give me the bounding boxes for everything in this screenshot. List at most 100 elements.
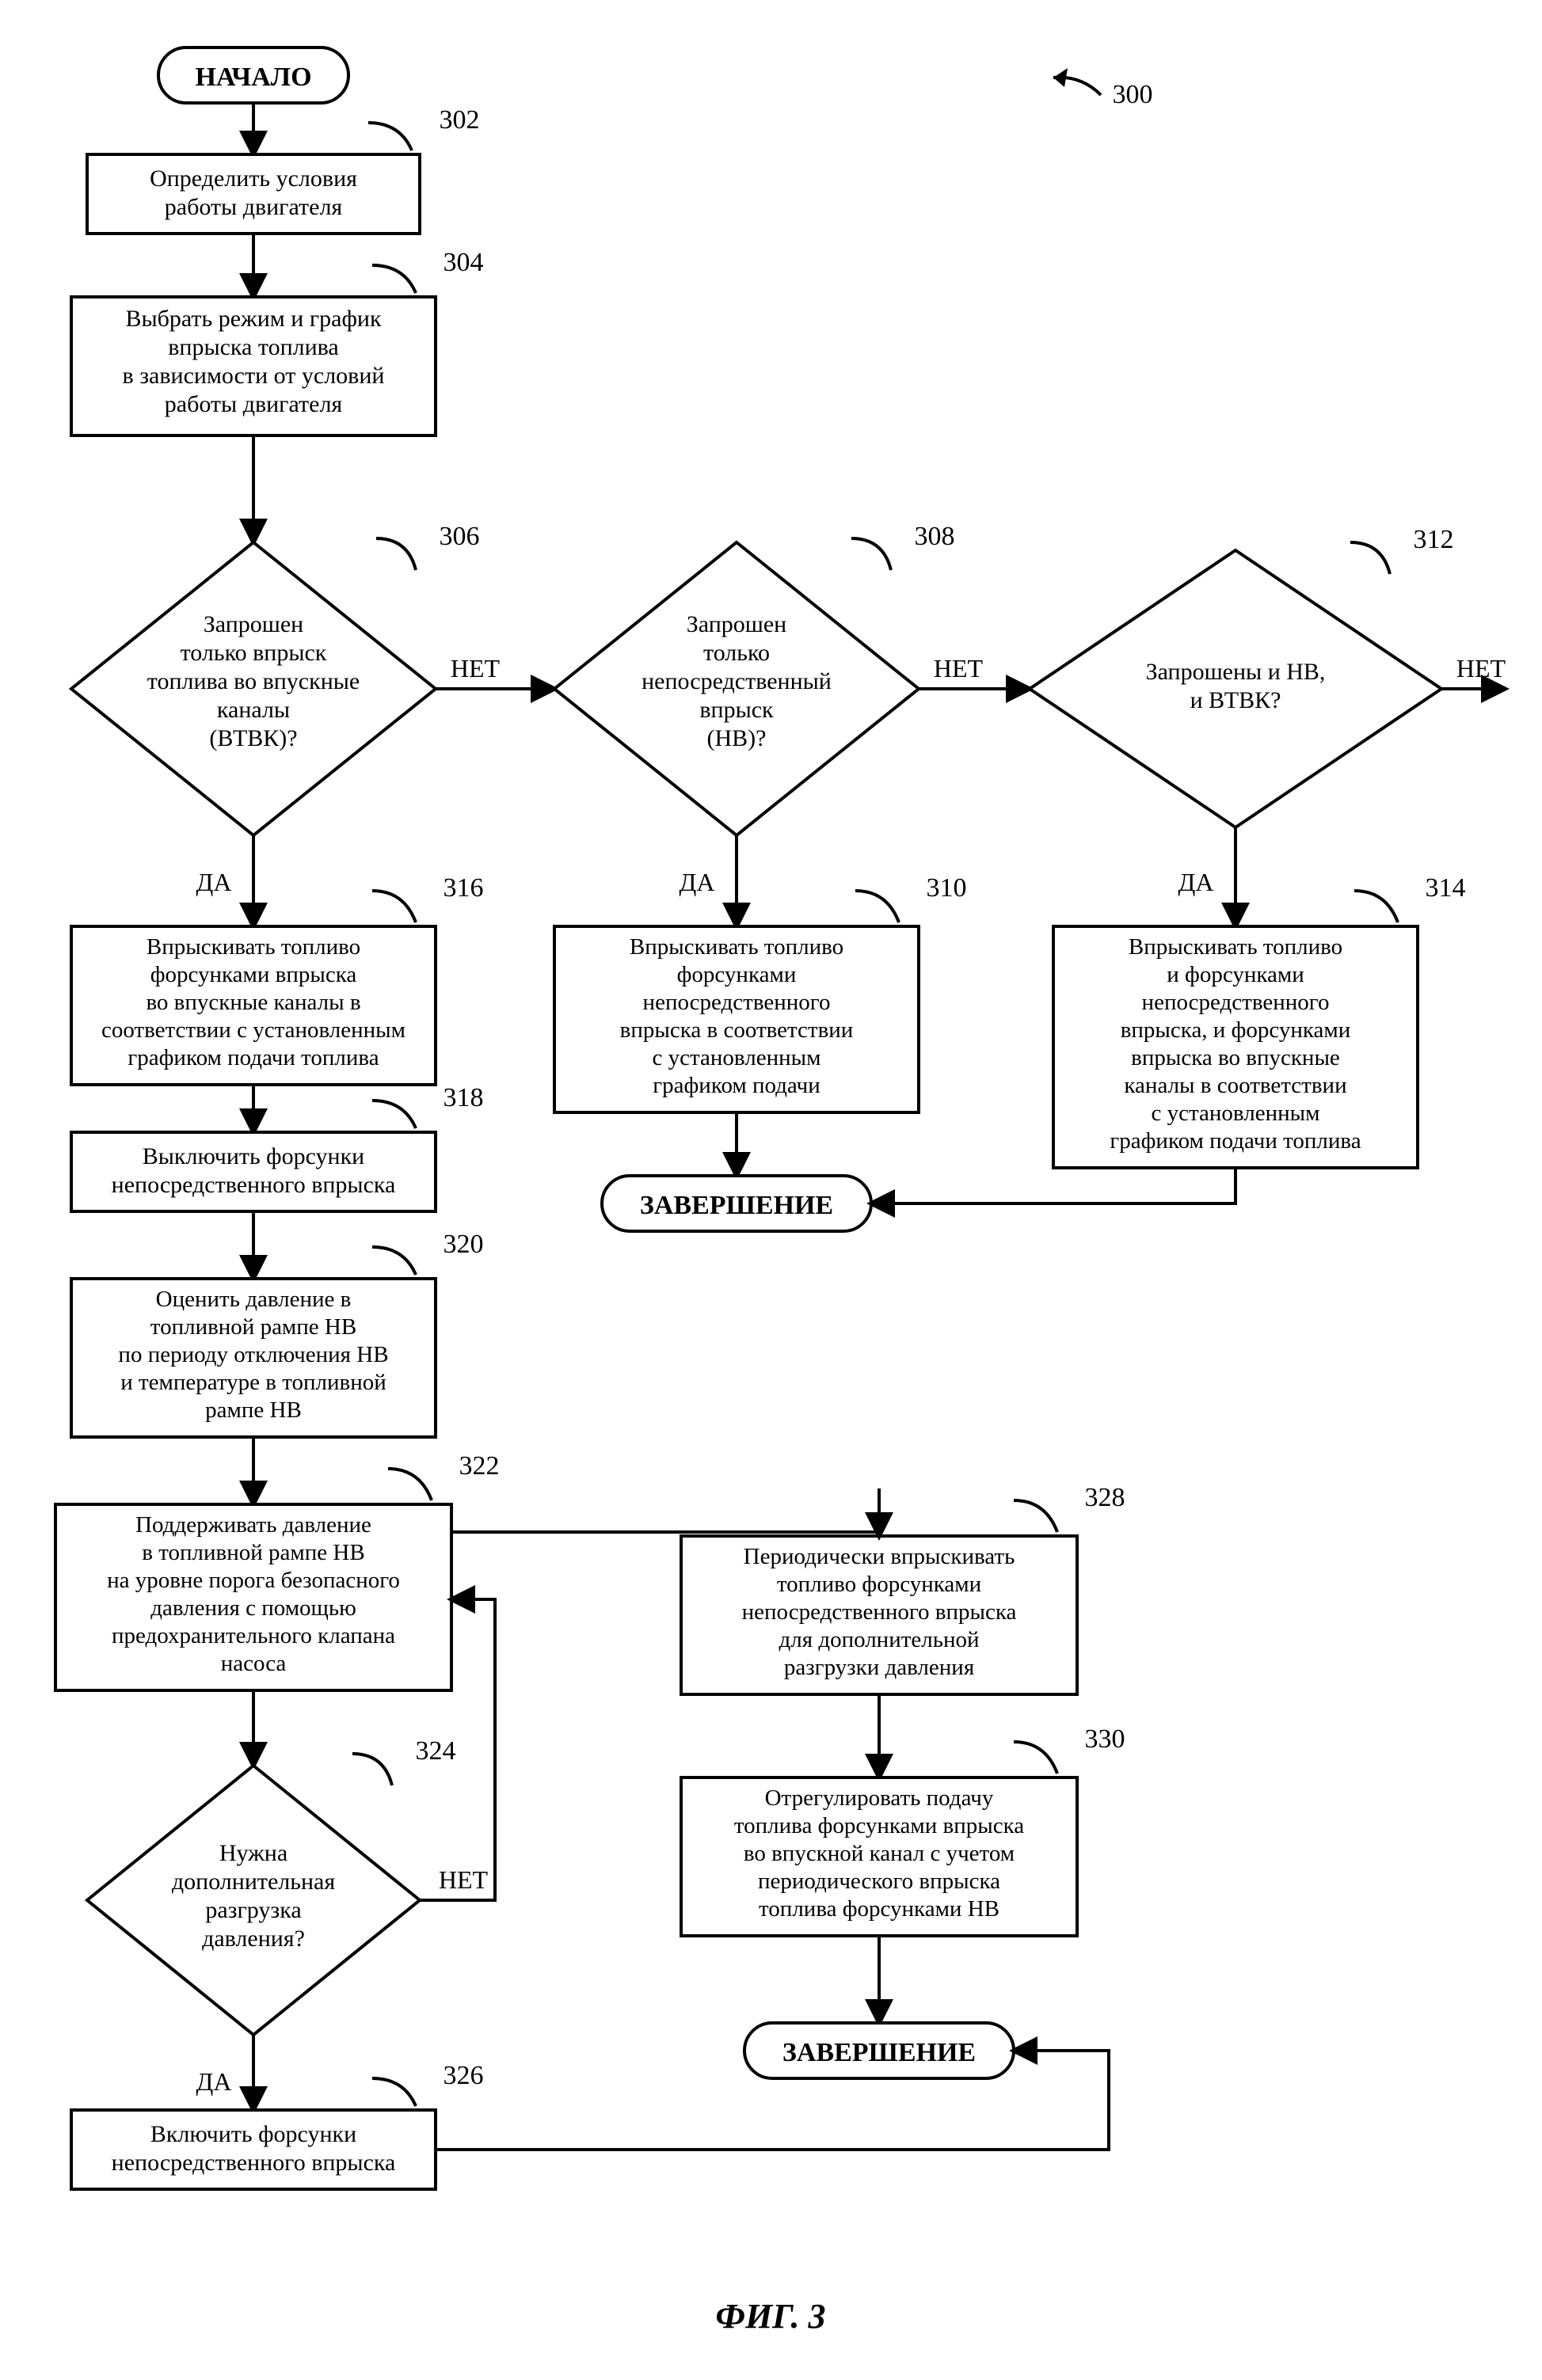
svg-text:только впрыск: только впрыск (181, 640, 327, 666)
node-312: Запрошены и НВ, и ВТВК? 312 (1030, 525, 1454, 827)
svg-text:и ВТВК?: и ВТВК? (1190, 687, 1281, 713)
svg-text:(ВТВК)?: (ВТВК)? (209, 725, 297, 751)
node-314: Впрыскивать топливо и форсунками непосре… (1053, 873, 1466, 1168)
svg-text:Отрегулировать подачу: Отрегулировать подачу (765, 1785, 994, 1811)
svg-text:графиком подачи топлива: графиком подачи топлива (128, 1045, 379, 1070)
svg-text:топлива форсунками НВ: топлива форсунками НВ (759, 1896, 999, 1922)
svg-text:306: 306 (440, 522, 480, 551)
svg-text:для дополнительной: для дополнительной (779, 1627, 980, 1652)
node-320: Оценить давление в топливной рампе НВ по… (71, 1230, 484, 1437)
svg-text:Периодически впрыскивать: Периодически впрыскивать (744, 1544, 1015, 1569)
svg-text:308: 308 (915, 522, 955, 551)
svg-text:дополнительная: дополнительная (172, 1869, 335, 1895)
svg-text:каналы в соответствии: каналы в соответствии (1124, 1073, 1346, 1098)
svg-text:318: 318 (444, 1083, 484, 1112)
svg-text:Включить форсунки: Включить форсунки (150, 2121, 356, 2147)
node-316: Впрыскивать топливо форсунками впрыска в… (71, 873, 484, 1085)
svg-text:310: 310 (927, 873, 967, 903)
svg-text:с установленным: с установленным (653, 1045, 821, 1070)
svg-text:впрыска, и форсунками: впрыска, и форсунками (1121, 1017, 1351, 1043)
svg-text:насоса: насоса (221, 1651, 287, 1676)
figure-caption: ФИГ. 3 (716, 2297, 826, 2336)
node-328: Периодически впрыскивать топливо форсунк… (681, 1483, 1125, 1694)
svg-text:каналы: каналы (217, 697, 290, 723)
svg-text:и температуре в топливной: и температуре в топливной (120, 1370, 386, 1395)
svg-text:в зависимости от условий: в зависимости от условий (123, 363, 385, 389)
svg-text:разгрузка: разгрузка (205, 1897, 301, 1923)
svg-text:Выбрать режим и график: Выбрать режим и график (125, 306, 382, 332)
svg-text:304: 304 (444, 248, 484, 277)
svg-text:ДА: ДА (1178, 868, 1214, 896)
svg-text:Впрыскивать топливо: Впрыскивать топливо (147, 934, 360, 960)
svg-text:ЗАВЕРШЕНИЕ: ЗАВЕРШЕНИЕ (782, 2038, 976, 2067)
svg-text:впрыск: впрыск (699, 697, 774, 723)
svg-text:непосредственный: непосредственный (642, 668, 832, 694)
svg-text:ДА: ДА (196, 868, 232, 896)
node-326: Включить форсунки непосредственного впры… (71, 2061, 484, 2189)
svg-text:периодического впрыска: периодического впрыска (758, 1869, 1000, 1894)
svg-text:рампе НВ: рампе НВ (205, 1397, 302, 1423)
svg-text:(НВ)?: (НВ)? (707, 725, 767, 751)
svg-text:впрыска во впускные: впрыска во впускные (1131, 1045, 1340, 1070)
node-330: Отрегулировать подачу топлива форсунками… (681, 1724, 1125, 1936)
svg-text:НЕТ: НЕТ (1456, 654, 1506, 682)
svg-text:Запрошен: Запрошен (204, 611, 303, 637)
node-306: Запрошен только впрыск топлива во впускн… (71, 522, 480, 835)
node-304: Выбрать режим и график впрыска топлива в… (71, 248, 484, 435)
svg-text:топлива форсунками впрыска: топлива форсунками впрыска (734, 1813, 1024, 1838)
svg-text:давления?: давления? (202, 1926, 305, 1952)
svg-text:во впускной канал с учетом: во впускной канал с учетом (744, 1841, 1015, 1866)
svg-text:302: 302 (440, 105, 480, 135)
svg-text:форсунками впрыска: форсунками впрыска (150, 962, 357, 987)
svg-text:НЕТ: НЕТ (934, 654, 984, 682)
svg-text:316: 316 (444, 873, 484, 903)
svg-text:только: только (703, 640, 770, 666)
svg-text:326: 326 (444, 2061, 484, 2090)
node-324: Нужна дополнительная разгрузка давления?… (87, 1736, 456, 2035)
svg-text:НЕТ: НЕТ (451, 654, 501, 682)
svg-text:соответствии с установленным: соответствии с установленным (101, 1017, 405, 1043)
svg-text:Запрошен: Запрошен (687, 611, 786, 637)
svg-text:во впускные каналы в: во впускные каналы в (146, 990, 360, 1015)
svg-text:ЗАВЕРШЕНИЕ: ЗАВЕРШЕНИЕ (640, 1191, 833, 1220)
end-terminal-2: ЗАВЕРШЕНИЕ (744, 2023, 1014, 2078)
node-308: Запрошен только непосредственный впрыск … (554, 522, 955, 835)
svg-text:Определить условия: Определить условия (150, 165, 357, 192)
svg-text:Запрошены и НВ,: Запрошены и НВ, (1146, 659, 1326, 685)
node-310: Впрыскивать топливо форсунками непосредс… (554, 873, 967, 1112)
svg-text:Впрыскивать топливо: Впрыскивать топливо (630, 934, 843, 960)
svg-text:322: 322 (459, 1451, 500, 1481)
svg-text:320: 320 (444, 1230, 484, 1259)
end-terminal-1: ЗАВЕРШЕНИЕ (602, 1176, 871, 1231)
svg-text:непосредственного: непосредственного (643, 990, 831, 1015)
svg-text:314: 314 (1426, 873, 1466, 903)
svg-text:Нужна: Нужна (219, 1840, 287, 1866)
node-318: Выключить форсунки непосредственного впр… (71, 1083, 484, 1211)
svg-text:непосредственного впрыска: непосредственного впрыска (112, 2150, 396, 2176)
svg-text:328: 328 (1085, 1483, 1125, 1512)
svg-text:работы двигателя: работы двигателя (165, 391, 343, 417)
svg-text:графиком подачи: графиком подачи (653, 1073, 820, 1098)
svg-text:ДА: ДА (680, 868, 715, 896)
svg-text:топливной рампе НВ: топливной рампе НВ (150, 1314, 356, 1340)
svg-text:непосредственного впрыска: непосредственного впрыска (112, 1172, 396, 1198)
svg-text:ДА: ДА (196, 2067, 232, 2096)
svg-text:разгрузки давления: разгрузки давления (784, 1655, 974, 1680)
node-322: Поддерживать давление в топливной рампе … (55, 1451, 500, 1690)
svg-text:НЕТ: НЕТ (439, 1865, 489, 1894)
svg-text:работы двигателя: работы двигателя (165, 194, 343, 220)
svg-text:предохранительного клапана: предохранительного клапана (112, 1623, 395, 1648)
start-label: НАЧАЛО (195, 63, 311, 92)
svg-text:непосредственного: непосредственного (1142, 990, 1330, 1015)
svg-text:с установленным: с установленным (1152, 1101, 1320, 1126)
svg-text:и форсунками: и форсунками (1167, 962, 1304, 987)
svg-text:топлива во впускные: топлива во впускные (147, 668, 360, 694)
node-302: Определить условия работы двигателя 302 (87, 105, 480, 234)
svg-text:Поддерживать давление: Поддерживать давление (135, 1512, 371, 1538)
svg-text:впрыска в соответствии: впрыска в соответствии (620, 1017, 854, 1043)
svg-text:давления с помощью: давления с помощью (150, 1595, 356, 1621)
svg-text:Выключить форсунки: Выключить форсунки (143, 1143, 364, 1169)
figure-ref: 300 (1113, 80, 1153, 109)
svg-text:впрыска топлива: впрыска топлива (168, 334, 339, 360)
svg-text:312: 312 (1414, 525, 1454, 554)
